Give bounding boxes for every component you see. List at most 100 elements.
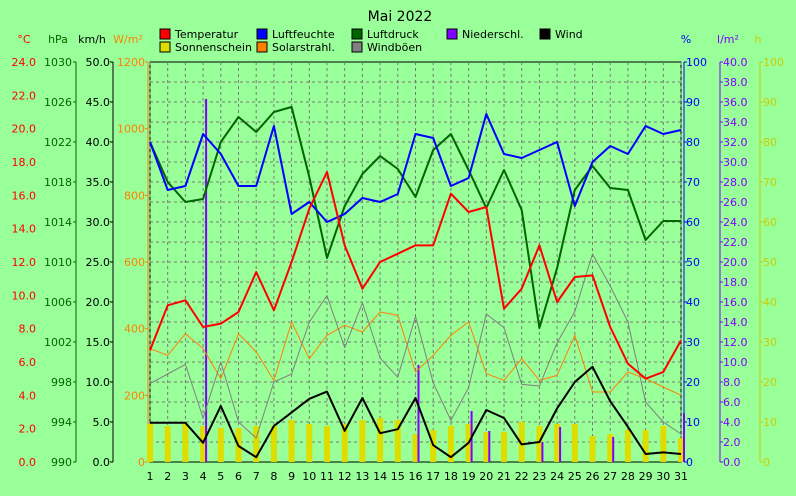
- solar-tick-label: 1200: [117, 56, 145, 69]
- legend: Temperatur Luftfeuchte Luftdruck Niederschl…: [159, 28, 583, 54]
- x-tick-label: 6: [235, 470, 242, 483]
- Solarstrahl.-series-line: [149, 311, 682, 396]
- Niederschl.-bar: [683, 413, 685, 462]
- sun-tick-label: 80: [763, 136, 777, 149]
- rain-tick-label: 20.0: [723, 256, 748, 269]
- x-tick-label: 31: [674, 470, 688, 483]
- Niederschl.-bar: [612, 437, 615, 462]
- axes: °C 0.0 2.0 4.0 6.0 8.0 10.0 12.0 14.0 16.0 18.0 20.…: [12, 33, 785, 469]
- x-tick-label: 25: [568, 470, 582, 483]
- rain-tick-label: 24.0: [723, 216, 748, 229]
- Luftfeuchte-series-line: [149, 113, 682, 223]
- press-axis-unit: hPa: [48, 33, 68, 46]
- legend-label: Luftdruck: [367, 28, 419, 41]
- Sonnenschein-bar: [660, 426, 667, 462]
- rain-tick-label: 16.0: [723, 296, 748, 309]
- legend-swatch: [446, 28, 458, 40]
- hum-tick-label: 60: [686, 216, 700, 229]
- wind-tick-label: 15.0: [86, 336, 111, 349]
- hum-tick-label: 10: [686, 416, 700, 429]
- Sonnenschein-bar: [200, 426, 207, 462]
- x-tick-label: 15: [391, 470, 405, 483]
- Sonnenschein-bar: [359, 420, 366, 462]
- sun-tick-label: 20: [763, 376, 777, 389]
- Sonnenschein-bar: [377, 418, 384, 462]
- temp-tick-label: 18.0: [12, 156, 37, 169]
- rain-tick-label: 10.0: [723, 356, 748, 369]
- hum-tick-label: 70: [686, 176, 700, 189]
- x-tick-label: 5: [217, 470, 224, 483]
- hum-tick-label: 0: [686, 456, 693, 469]
- sun-tick-label: 60: [763, 216, 777, 229]
- Sonnenschein-bar: [412, 434, 419, 462]
- Sonnenschein-bar: [483, 432, 490, 462]
- temp-tick-label: 10.0: [12, 289, 37, 302]
- Sonnenschein-bar: [324, 426, 330, 462]
- x-tick-label: 1: [147, 470, 154, 483]
- temp-tick-label: 0.0: [19, 456, 37, 469]
- legend-swatch: [351, 41, 363, 53]
- rain-tick-label: 4.0: [723, 416, 741, 429]
- legend-label: Niederschl.: [462, 28, 524, 41]
- x-tick-label: 20: [479, 470, 493, 483]
- rain-tick-label: 8.0: [723, 376, 741, 389]
- hum-tick-label: 20: [686, 376, 700, 389]
- Sonnenschein-bar: [394, 420, 401, 462]
- x-tick-label: 10: [302, 470, 316, 483]
- x-tick-label: 2: [164, 470, 171, 483]
- legend-swatch: [159, 28, 171, 40]
- sun-tick-label: 100: [763, 56, 784, 69]
- rain-tick-label: 32.0: [723, 136, 748, 149]
- x-tick-label: 18: [444, 470, 458, 483]
- x-tick-label: 24: [550, 470, 564, 483]
- rain-tick-label: 38.0: [723, 76, 748, 89]
- solar-tick-label: 1000: [117, 123, 145, 136]
- rain-tick-label: 30.0: [723, 156, 748, 169]
- solar-tick-label: 400: [124, 323, 145, 336]
- wind-tick-label: 45.0: [86, 96, 111, 109]
- press-tick-label: 994: [51, 416, 72, 429]
- legend-label: Windböen: [367, 41, 422, 54]
- rain-tick-label: 18.0: [723, 276, 748, 289]
- Niederschl.-bar: [417, 365, 420, 462]
- Luftdruck-series-line: [149, 106, 681, 329]
- rain-tick-label: 40.0: [723, 56, 748, 69]
- Sonnenschein-bar: [624, 430, 631, 462]
- x-tick-label: 8: [270, 470, 277, 483]
- Niederschl.-bar: [205, 99, 208, 462]
- x-tick-label: 19: [462, 470, 476, 483]
- hum-tick-label: 80: [686, 136, 700, 149]
- rain-axis-unit: l/m²: [717, 33, 739, 46]
- x-tick-label: 23: [532, 470, 546, 483]
- hum-tick-label: 50: [686, 256, 700, 269]
- sun-axis-unit: h: [755, 33, 762, 46]
- sun-tick-label: 0: [763, 456, 770, 469]
- hum-tick-label: 100: [686, 56, 707, 69]
- press-tick-label: 1018: [44, 176, 72, 189]
- rain-tick-label: 36.0: [723, 96, 748, 109]
- Sonnenschein-bar: [253, 426, 260, 462]
- legend-swatch: [256, 41, 268, 53]
- Sonnenschein-bar: [642, 430, 649, 462]
- press-tick-label: 1006: [44, 296, 72, 309]
- press-tick-label: 990: [51, 456, 72, 469]
- sun-tick-label: 10: [763, 416, 777, 429]
- x-tick-label: 13: [355, 470, 369, 483]
- sun-tick-label: 90: [763, 96, 777, 109]
- wind-tick-label: 10.0: [86, 376, 111, 389]
- press-tick-label: 1030: [44, 56, 72, 69]
- press-tick-label: 998: [51, 376, 72, 389]
- rain-tick-label: 28.0: [723, 176, 748, 189]
- Sonnenschein-bar: [306, 424, 313, 462]
- rain-tick-label: 22.0: [723, 236, 748, 249]
- Sonnenschein-bar: [607, 434, 614, 462]
- x-tick-label: 16: [409, 470, 423, 483]
- Sonnenschein-bar: [147, 424, 153, 462]
- solar-tick-label: 200: [124, 389, 145, 402]
- sun-tick-label: 40: [763, 296, 777, 309]
- legend-swatch: [539, 28, 551, 40]
- Temperatur-series-line: [149, 171, 682, 380]
- wind-axis-unit: km/h: [78, 33, 106, 46]
- Sonnenschein-bar: [554, 424, 561, 462]
- temp-tick-label: 2.0: [19, 423, 37, 436]
